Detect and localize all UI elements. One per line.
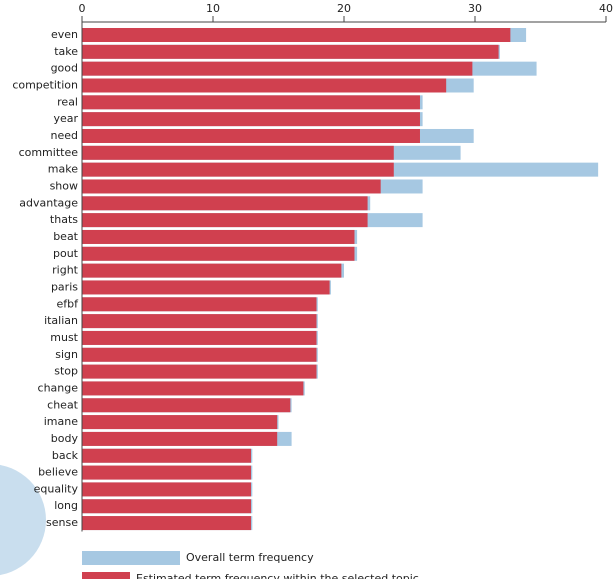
bar [82, 415, 278, 430]
y-tick-label: even [51, 28, 78, 41]
bar [82, 297, 317, 312]
y-tick-label: long [54, 499, 78, 512]
bar [82, 196, 368, 211]
bar [82, 398, 291, 413]
bar [82, 364, 317, 379]
bar [82, 78, 447, 93]
x-tick-label: 0 [79, 2, 86, 15]
bar [82, 213, 368, 228]
bar [82, 516, 251, 531]
y-tick-label: committee [19, 146, 79, 159]
bar [82, 347, 317, 362]
bar [82, 381, 304, 396]
y-tick-label: body [51, 432, 79, 445]
bar [82, 28, 511, 42]
bar [82, 162, 394, 177]
bar [82, 465, 251, 480]
y-tick-label: pout [53, 247, 79, 260]
bar [82, 431, 278, 446]
x-tick-label: 40 [599, 2, 613, 15]
bar [82, 314, 317, 329]
y-tick-label: show [50, 179, 78, 192]
y-tick-label: right [52, 264, 79, 277]
y-tick-label: paris [51, 280, 78, 293]
y-tick-label: efbf [57, 297, 80, 310]
bar [82, 61, 473, 76]
bar [82, 95, 420, 110]
y-tick-label: imane [44, 415, 78, 428]
legend-swatch [82, 551, 180, 565]
y-tick-label: thats [50, 213, 78, 226]
bar [82, 246, 355, 261]
legend-label: Estimated term frequency within the sele… [136, 572, 419, 579]
bar [82, 128, 420, 143]
bar [82, 44, 499, 59]
legend-swatch [82, 572, 130, 579]
y-tick-label: cheat [47, 398, 79, 411]
bar [82, 229, 355, 244]
y-tick-label: change [38, 381, 79, 394]
bar [82, 145, 394, 160]
bar [82, 499, 251, 514]
y-tick-label: italian [44, 314, 78, 327]
y-tick-label: real [57, 95, 78, 108]
y-tick-label: stop [54, 365, 78, 378]
y-tick-label: equality [34, 482, 79, 495]
y-tick-label: must [50, 331, 78, 344]
bar [82, 330, 317, 345]
y-tick-label: make [48, 163, 78, 176]
bar [82, 112, 420, 127]
legend-label: Overall term frequency [186, 551, 314, 564]
y-tick-label: need [51, 129, 79, 142]
y-tick-label: advantage [19, 196, 78, 209]
y-tick-label: good [51, 62, 78, 75]
y-tick-label: believe [38, 466, 78, 479]
y-tick-label: beat [53, 230, 78, 243]
topic-circle [0, 464, 46, 576]
y-tick-label: sign [55, 348, 78, 361]
y-tick-label: competition [12, 78, 78, 91]
bar [82, 482, 251, 497]
y-tick-label: year [53, 112, 78, 125]
y-tick-label: take [54, 45, 78, 58]
bar [82, 263, 342, 278]
bar [82, 448, 251, 463]
x-tick-label: 30 [468, 2, 482, 15]
y-tick-label: back [52, 449, 79, 462]
x-tick-label: 20 [337, 2, 351, 15]
y-tick-label: sense [46, 516, 78, 529]
bar [82, 179, 381, 194]
bar [82, 280, 330, 295]
x-tick-label: 10 [206, 2, 220, 15]
